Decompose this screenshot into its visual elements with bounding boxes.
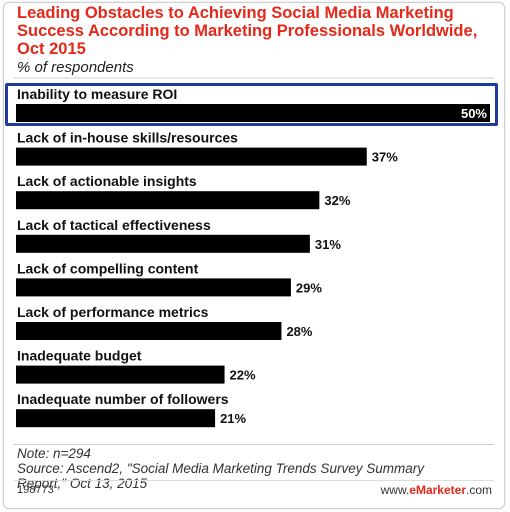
value-label: 21% — [220, 411, 246, 426]
category-label: Inadequate number of followers — [17, 391, 229, 407]
category-label: Lack of compelling content — [17, 260, 199, 276]
chart-title: Leading Obstacles to Achieving Social Me… — [17, 4, 478, 58]
emarketer-logo: www.eMarketer.com — [381, 483, 492, 497]
bar — [16, 191, 320, 210]
title-divider — [14, 77, 494, 79]
source-text-line2: Report," Oct 13, 2015 — [17, 476, 148, 491]
logo-suffix: .com — [465, 483, 492, 497]
chart-id: 198773 — [17, 484, 54, 496]
note-text: Note: n=294 — [17, 446, 91, 461]
logo-prefix: www. — [380, 483, 410, 497]
bar — [16, 104, 490, 122]
source-text-line1: Source: Ascend2, "Social Media Marketing… — [17, 461, 424, 476]
value-label: 22% — [230, 368, 256, 383]
footer-rule — [14, 480, 494, 481]
value-label: 37% — [372, 150, 398, 165]
highlight-box — [5, 83, 498, 126]
value-label: 28% — [286, 324, 312, 339]
category-label: Lack of in-house skills/resources — [17, 130, 238, 146]
bar — [16, 278, 291, 297]
bar — [16, 409, 216, 428]
category-label: Lack of performance metrics — [17, 304, 209, 320]
category-label: Lack of tactical effectiveness — [17, 217, 211, 233]
footer-divider — [14, 444, 494, 445]
value-label: 32% — [324, 193, 350, 208]
value-label: 31% — [315, 237, 341, 252]
category-label: Lack of actionable insights — [17, 173, 197, 189]
value-label: 50% — [461, 106, 487, 121]
chart-notes: Note: n=294 Source: Ascend2, "Social Med… — [17, 446, 487, 491]
bar — [16, 365, 225, 384]
logo-brand: eMarketer — [409, 483, 466, 497]
bar — [16, 234, 310, 253]
bar — [16, 147, 367, 166]
chart-subtitle: % of respondents — [17, 59, 134, 76]
category-label: Inability to measure ROI — [17, 86, 177, 102]
bar — [16, 322, 282, 340]
value-label: 29% — [296, 280, 322, 295]
category-label: Inadequate budget — [17, 348, 142, 364]
bar-chart: Inability to measure ROI 50% Lack of in-ho… — [16, 86, 490, 428]
